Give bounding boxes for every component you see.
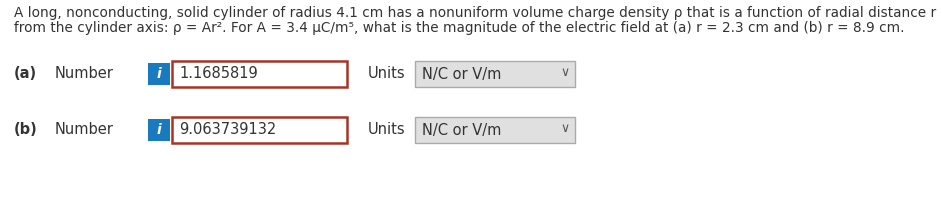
Text: A long, nonconducting, solid cylinder of radius 4.1 cm has a nonuniform volume c: A long, nonconducting, solid cylinder of… <box>14 6 936 20</box>
Text: ∨: ∨ <box>560 122 569 136</box>
Text: N/C or V/m: N/C or V/m <box>422 122 501 138</box>
Text: Units: Units <box>368 122 406 138</box>
Text: Number: Number <box>55 66 114 81</box>
FancyBboxPatch shape <box>415 117 575 143</box>
FancyBboxPatch shape <box>172 61 347 87</box>
Text: 9.063739132: 9.063739132 <box>179 122 276 138</box>
Text: Number: Number <box>55 122 114 138</box>
FancyBboxPatch shape <box>415 61 575 87</box>
FancyBboxPatch shape <box>148 63 170 85</box>
Text: (a): (a) <box>14 66 37 81</box>
Text: 1.1685819: 1.1685819 <box>179 66 258 81</box>
Text: N/C or V/m: N/C or V/m <box>422 66 501 81</box>
Text: i: i <box>156 67 161 81</box>
Text: (b): (b) <box>14 122 38 138</box>
Text: i: i <box>156 123 161 137</box>
Text: from the cylinder axis: ρ = Ar². For A = 3.4 μC/m⁵, what is the magnitude of the: from the cylinder axis: ρ = Ar². For A =… <box>14 21 904 35</box>
Text: ∨: ∨ <box>560 66 569 80</box>
FancyBboxPatch shape <box>172 117 347 143</box>
FancyBboxPatch shape <box>148 119 170 141</box>
Text: Units: Units <box>368 66 406 81</box>
